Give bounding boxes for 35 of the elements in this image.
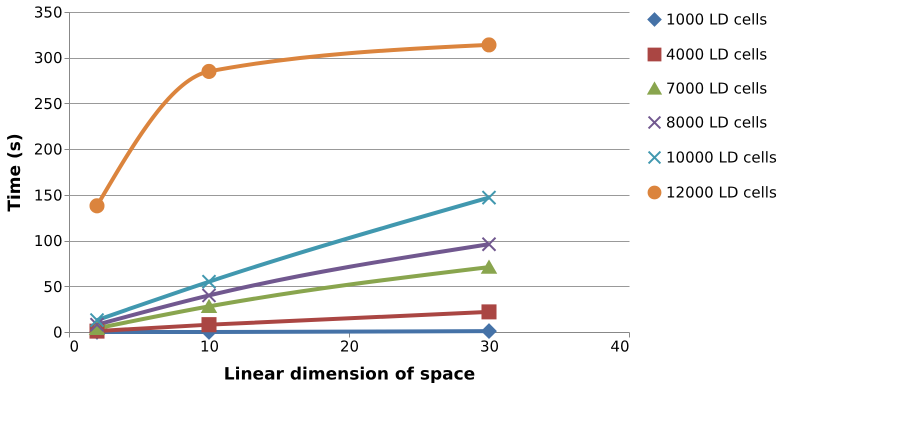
y-tick-label: 50 [43, 278, 62, 296]
y-tick-label: 300 [34, 49, 62, 68]
x-tick-label: 10 [200, 338, 220, 356]
point [481, 304, 497, 320]
point [89, 198, 105, 214]
point [201, 300, 217, 314]
point [89, 312, 105, 328]
point [481, 236, 497, 252]
x-tick-label: 30 [480, 338, 500, 356]
point [201, 317, 217, 332]
point [481, 260, 497, 274]
point [201, 274, 217, 290]
legend-label: 7000 LD cells [666, 80, 768, 98]
y-tick-label: 350 [34, 4, 62, 22]
x-axis-title: Linear dimension of space [224, 364, 476, 384]
y-tick-label: 100 [34, 232, 62, 250]
y-tick-label: 150 [34, 186, 62, 204]
point [481, 190, 497, 206]
legend-label: 10000 LD cells [666, 148, 777, 166]
legend-label: 12000 LD cells [666, 184, 777, 202]
y-tick-label: 250 [34, 94, 62, 113]
legend-label: 1000 LD cells [666, 10, 768, 28]
x-tick-label: 20 [340, 338, 360, 356]
point [201, 64, 217, 79]
y-tick-label: 200 [34, 140, 62, 159]
point [481, 37, 497, 52]
point [201, 288, 217, 303]
point [481, 324, 497, 339]
x-tick-label: 0 [70, 338, 80, 356]
legend-label: 4000 LD cells [666, 46, 768, 64]
point [89, 317, 105, 332]
y-tick-label: 0 [52, 324, 62, 342]
y-axis-title: Time (s) [4, 133, 25, 212]
legend-label: 8000 LD cells [666, 114, 768, 132]
x-tick-label: 40 [610, 338, 630, 356]
